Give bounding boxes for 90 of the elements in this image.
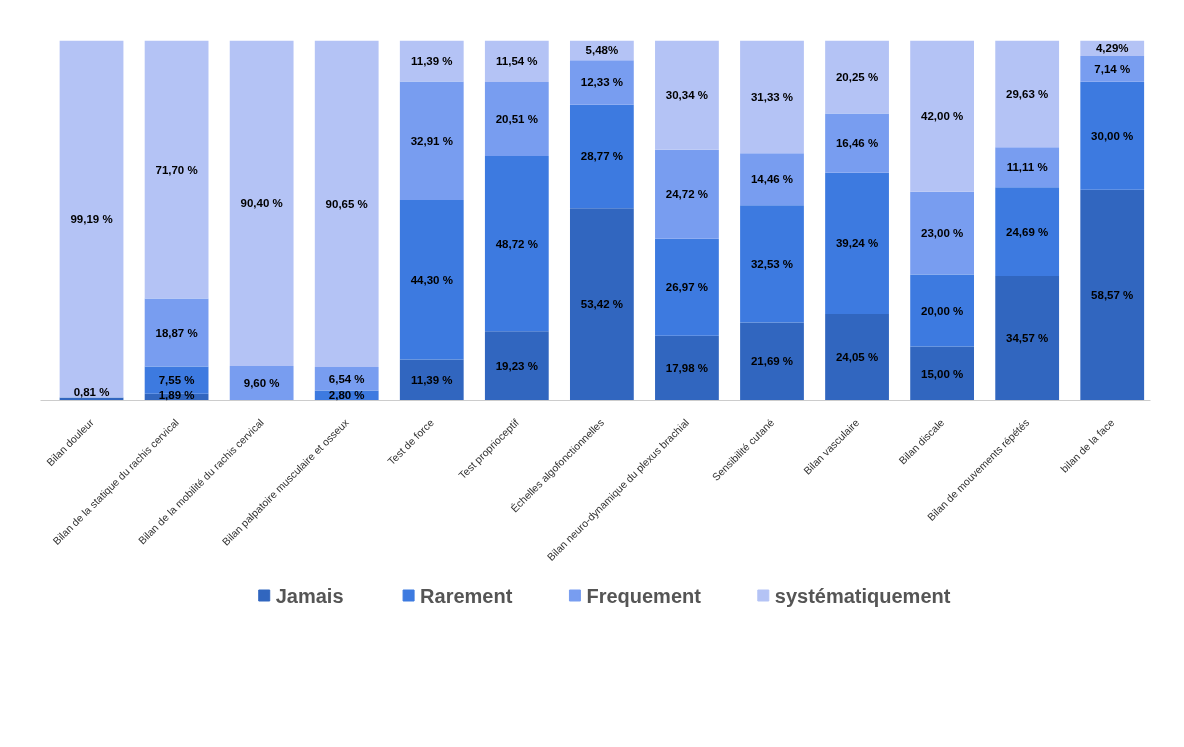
data-label: 29,63 % — [1006, 87, 1049, 100]
data-label: 31,33 % — [750, 90, 794, 103]
data-label: 30,00 % — [1091, 129, 1134, 142]
bar — [655, 238, 719, 336]
data-label: 90,40 % — [240, 197, 283, 210]
legend-label: Frequement — [586, 584, 702, 607]
bar — [229, 40, 294, 366]
data-label: 6,54 % — [328, 372, 365, 385]
bar — [569, 60, 634, 105]
bar — [229, 365, 294, 401]
bar — [995, 40, 1060, 148]
bar — [1080, 55, 1145, 82]
bar — [1080, 81, 1145, 190]
bar — [995, 276, 1060, 401]
data-label: 18,87 % — [155, 326, 198, 339]
data-label: 11,39 % — [410, 374, 453, 386]
data-label: 28,77 % — [580, 150, 623, 163]
data-label: 24,72 % — [665, 188, 709, 201]
data-label: 12,33 % — [580, 76, 623, 89]
data-label: 26,97 % — [665, 281, 709, 294]
bar — [484, 82, 549, 156]
data-label: 11,54 % — [496, 55, 538, 68]
data-label: 20,51 % — [495, 112, 538, 125]
data-label: 58,57 % — [1091, 289, 1134, 302]
data-label: 21,69 % — [750, 355, 794, 368]
data-label: 23,00 % — [921, 227, 964, 240]
bar — [740, 322, 804, 401]
data-label: 4,29% — [1095, 42, 1129, 55]
bar — [825, 172, 889, 314]
data-label: 53,42 % — [580, 298, 623, 311]
bar — [995, 187, 1060, 277]
data-label: 32,53 % — [750, 257, 794, 270]
bar — [144, 40, 209, 299]
data-label: 24,69 % — [1006, 225, 1049, 238]
bar — [655, 335, 719, 401]
data-label: 20,00 % — [921, 304, 964, 317]
bar — [484, 40, 549, 83]
bar — [910, 346, 975, 401]
bar — [655, 40, 719, 150]
bar — [825, 313, 889, 401]
bar — [740, 205, 804, 323]
bar — [314, 40, 379, 367]
data-label: 42,00 % — [921, 110, 964, 123]
data-label: 7,55 % — [158, 374, 195, 387]
bar — [740, 153, 804, 206]
bar — [910, 191, 975, 275]
bar — [484, 155, 549, 332]
bar — [144, 298, 209, 367]
bar — [399, 81, 464, 201]
data-label: 11,11 % — [1006, 161, 1048, 174]
data-label: 15,00 % — [921, 367, 964, 380]
bar — [655, 149, 719, 239]
legend-label: Rarement — [420, 584, 513, 607]
bar — [484, 331, 549, 401]
data-label: 71,70 % — [155, 163, 198, 176]
data-label: 24,05 % — [835, 351, 879, 364]
bar — [569, 208, 634, 401]
legend-label: systématiquement — [774, 584, 951, 607]
data-label: 19,23 % — [495, 359, 538, 372]
bar — [995, 147, 1060, 188]
data-label: 7,14 % — [1094, 62, 1131, 75]
data-label: 48,72 % — [495, 237, 538, 250]
bar — [740, 40, 804, 154]
bar — [399, 200, 464, 360]
data-label: 20,25 % — [835, 70, 879, 83]
data-label: 17,98 % — [665, 362, 709, 375]
bar — [825, 40, 889, 114]
bar — [910, 40, 975, 192]
data-label: 32,91 % — [410, 134, 453, 147]
data-label: 99,19 % — [70, 213, 113, 226]
bar — [399, 40, 464, 82]
data-label: 39,24 % — [835, 237, 879, 250]
data-label: 44,30 % — [410, 273, 453, 286]
data-label: 1,89 % — [158, 388, 195, 401]
bar — [825, 113, 889, 173]
data-label: 11,39 % — [410, 55, 453, 68]
data-label: 16,46 % — [835, 137, 879, 150]
data-label: 14,46 % — [750, 173, 794, 186]
bar — [59, 40, 124, 398]
data-label: 0,81 % — [73, 385, 110, 398]
bar — [910, 274, 975, 347]
data-label: 90,65 % — [325, 197, 368, 210]
data-label: 9,60 % — [243, 377, 280, 390]
bar — [569, 104, 634, 209]
legend-label: Jamais — [275, 584, 344, 607]
data-label: 34,57 % — [1006, 332, 1049, 345]
bar — [1080, 189, 1145, 401]
data-label: 5,48% — [585, 44, 619, 57]
data-label: 30,34 % — [665, 89, 709, 102]
data-label: 2,80 % — [328, 388, 365, 401]
